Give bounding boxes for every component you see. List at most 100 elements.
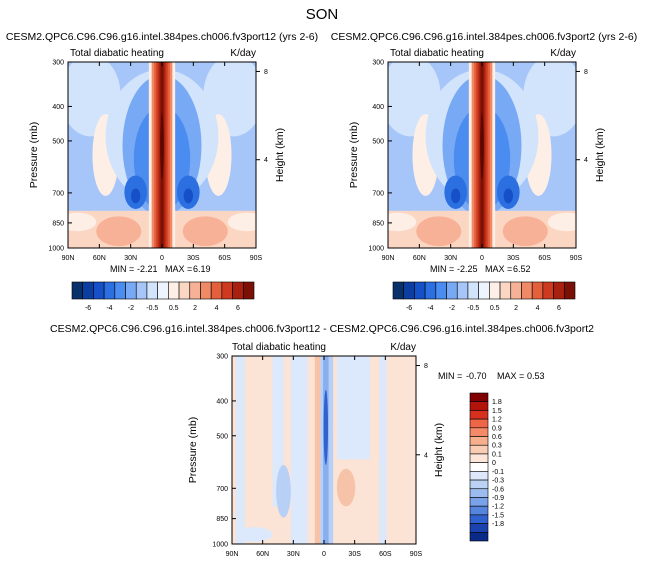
panel-left-max-value: 6.19 (193, 264, 211, 274)
colorbar-label: 6 (557, 305, 561, 312)
x-tick-label: 90S (410, 551, 423, 558)
y-tick-label: 1000 (368, 246, 384, 253)
colorbar-swatch (469, 523, 489, 533)
field-zone (323, 389, 329, 466)
y-tick-label: 700 (52, 190, 64, 197)
colorbar-swatch (178, 281, 191, 300)
y2-tick-label: 4 (264, 157, 268, 164)
colorbar-swatch (469, 418, 489, 429)
field-zone (379, 356, 387, 544)
field-zone (388, 212, 417, 232)
y-tick-label: 850 (216, 516, 228, 523)
x-tick-label: 0 (480, 255, 484, 262)
colorbar-label: -1.2 (492, 504, 504, 511)
colorbar-swatch (82, 281, 94, 300)
panel-right-y2label: Height (km) (594, 128, 606, 182)
colorbar-swatch (242, 281, 255, 300)
colorbar-swatch (542, 281, 554, 300)
y-tick-label: 1000 (212, 542, 228, 549)
x-tick-label: 90N (62, 255, 75, 262)
colorbar-swatch (499, 281, 512, 300)
y-tick-label: 850 (372, 220, 384, 227)
colorbar-swatch (469, 497, 489, 507)
y-tick-label: 500 (216, 433, 228, 440)
y-tick-label: 400 (372, 104, 384, 111)
panel-right-max-value: 6.52 (513, 264, 531, 274)
panel-difference-min-label: MIN = (438, 371, 462, 381)
y2-tick-label: 8 (424, 363, 428, 370)
colorbar-label: -0.5 (467, 305, 479, 312)
x-tick-label: 30N (444, 255, 457, 262)
y-tick-label: 400 (216, 398, 228, 405)
panel-difference-y2label: Height (km) (433, 423, 445, 477)
field-zone (96, 216, 142, 247)
colorbar-swatch (103, 281, 116, 300)
colorbar-swatch (489, 281, 501, 300)
x-tick-label: 60S (538, 255, 551, 262)
panel-left: CESM2.QPC6.C96.C96.g16.intel.384pes.ch00… (6, 31, 318, 312)
colorbar-swatch (469, 427, 489, 437)
colorbar-swatch (531, 281, 544, 300)
colorbar-label: 4 (215, 305, 219, 312)
x-tick-label: 0 (160, 255, 164, 262)
panel-left-min-value: -2.21 (137, 264, 158, 274)
colorbar-label: 6 (236, 305, 240, 312)
colorbar-swatch (510, 281, 522, 300)
field-zone (235, 527, 273, 543)
y-tick-label: 300 (52, 60, 64, 67)
colorbar-swatch (200, 281, 212, 300)
field-zone (130, 188, 141, 204)
colorbar-label: -0.1 (492, 469, 504, 476)
x-tick-label: 90S (570, 255, 583, 262)
colorbar-swatch (114, 281, 126, 300)
x-tick-label: 60N (413, 255, 426, 262)
colorbar-swatch (469, 444, 489, 455)
colorbar-swatch (446, 281, 458, 300)
colorbar-swatch (168, 281, 180, 300)
field-zone (272, 356, 284, 507)
colorbar-swatch (146, 281, 158, 300)
x-tick-label: 90N (382, 255, 395, 262)
field-zone (68, 212, 97, 232)
colorbar-label: -6 (406, 305, 412, 312)
panel-difference: CESM2.QPC6.C96.C96.g16.intel.384pes.ch00… (50, 323, 594, 558)
colorbar-label: -1.5 (492, 512, 504, 519)
panel-left-colorbar: -6 -4 -2 -0.5 0.5 2 4 6 (71, 281, 255, 312)
y2-tick-label: 4 (424, 452, 428, 459)
panel-difference-field (232, 356, 416, 544)
panel-left-min-label: MIN = (110, 264, 134, 274)
colorbar-swatch (469, 462, 489, 472)
panel-right-right-string: K/day (550, 48, 576, 59)
panel-left-ylabel: Pressure (mb) (28, 122, 40, 189)
x-tick-label: 60S (379, 551, 392, 558)
field-zone (235, 356, 245, 544)
panel-left-y2label: Height (km) (274, 128, 286, 182)
y-tick-label: 700 (372, 190, 384, 197)
colorbar-swatch (469, 392, 489, 403)
colorbar-swatch (456, 281, 469, 300)
colorbar-label: 0.5 (490, 305, 500, 312)
colorbar-label: -2 (449, 305, 455, 312)
colorbar-label: -0.5 (146, 305, 158, 312)
field-zone (227, 212, 256, 232)
panel-right-left-string: Total diabatic heating (390, 48, 484, 59)
colorbar-swatch (221, 281, 233, 300)
colorbar-label: 1.5 (492, 408, 502, 415)
colorbar-swatch (189, 281, 201, 300)
panel-difference-right-string: K/day (390, 342, 416, 353)
y2-tick-label: 8 (264, 69, 268, 76)
field-zone (290, 356, 308, 544)
colorbar-swatch (469, 410, 489, 420)
page-title: SON (306, 6, 339, 23)
panel-left-field (68, 62, 256, 248)
colorbar-swatch (469, 453, 489, 463)
colorbar-label: 1.8 (492, 399, 502, 406)
panel-right-min-label: MIN = (430, 264, 454, 274)
colorbar-swatch (553, 281, 565, 300)
field-zone (276, 465, 291, 518)
x-tick-label: 30N (124, 255, 137, 262)
panel-right: CESM2.QPC6.C96.C96.g16.intel.384pes.ch00… (331, 31, 637, 312)
heating-core (160, 112, 164, 180)
colorbar-swatch (435, 281, 447, 300)
colorbar-swatch (478, 281, 490, 300)
